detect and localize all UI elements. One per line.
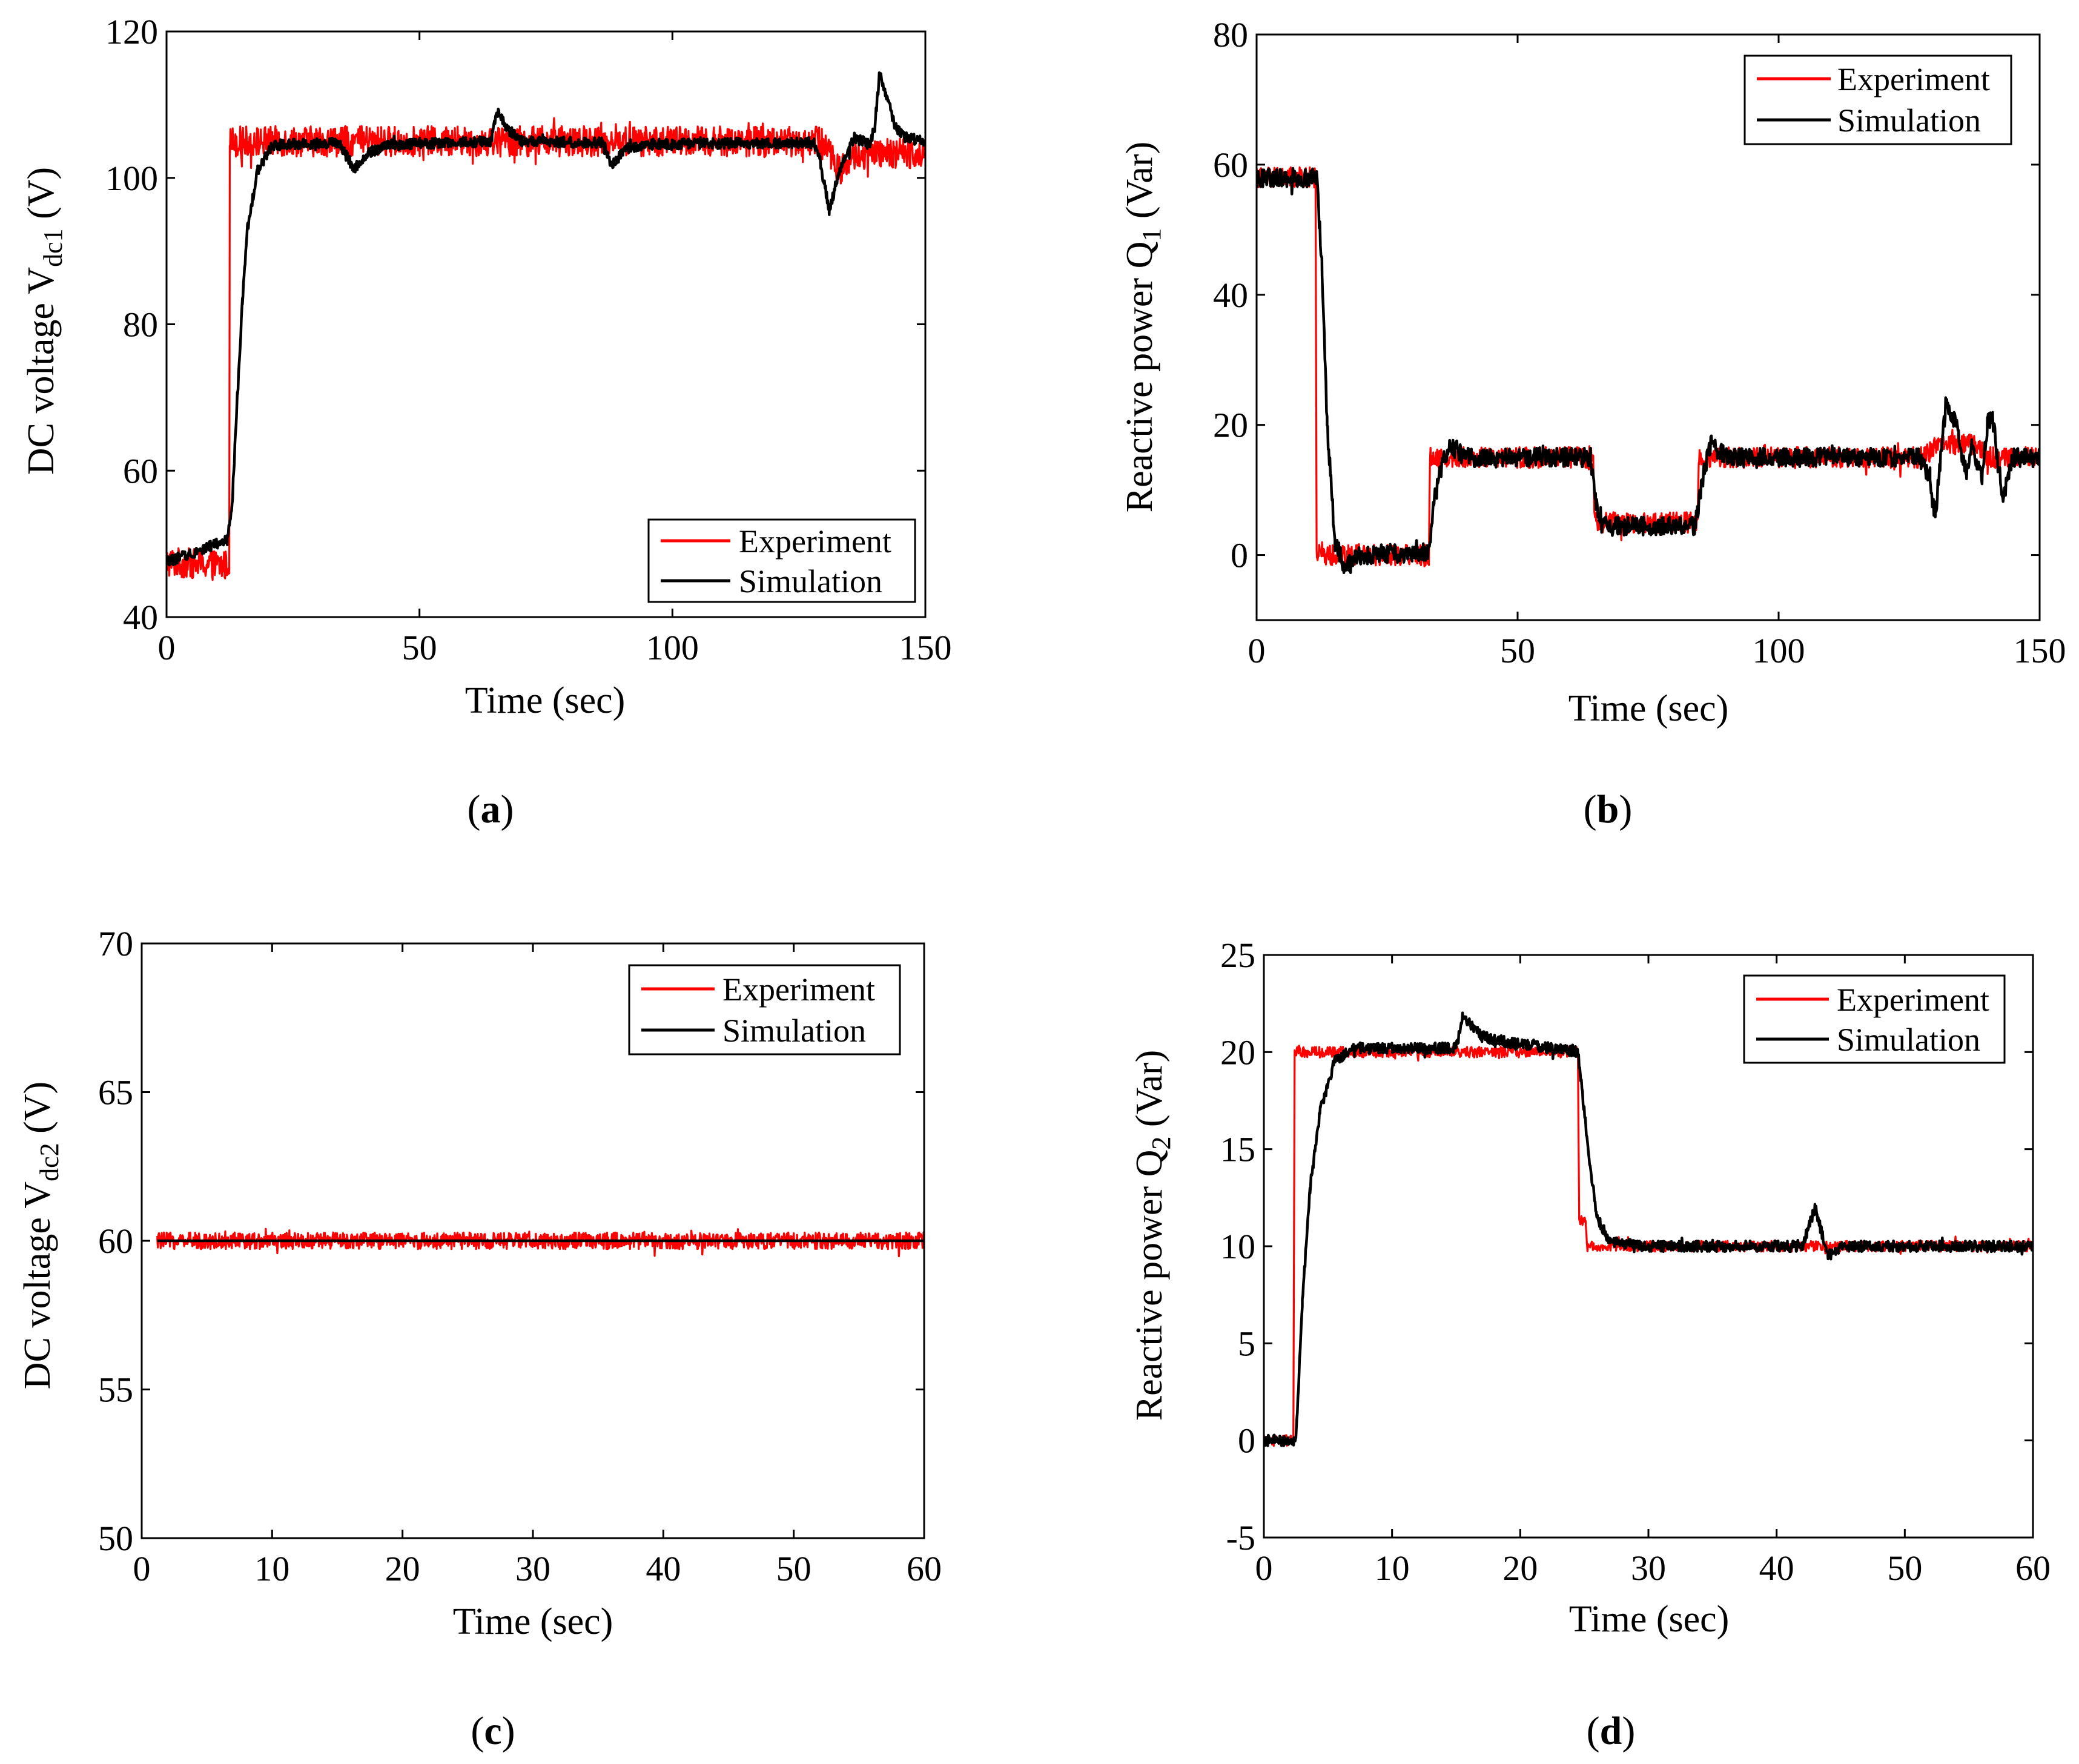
panel-c-xtick-label: 60	[907, 1549, 942, 1588]
panel-b-caption: (b)	[1584, 787, 1633, 831]
panel-a-caption: (a)	[468, 787, 514, 831]
panel-a-xtick-label: 0	[158, 628, 176, 667]
panel-d-ytick-label: 25	[1220, 936, 1255, 975]
panel-c-ytick-label: 55	[98, 1370, 133, 1410]
panel-b-xtick-label: 150	[2014, 631, 2066, 670]
panel-b-legend: Experiment Simulation	[1744, 55, 2012, 145]
panel-c-xlabel: Time (sec)	[453, 1601, 613, 1642]
panel-a-series-group	[167, 71, 925, 581]
panel-c-xtick-label: 40	[646, 1549, 681, 1588]
panel-a-xtick-label: 100	[646, 628, 699, 667]
panel-d-ytick-label: 0	[1238, 1421, 1255, 1461]
panel-d-legend: Experiment Simulation	[1743, 974, 2006, 1064]
panel-b-ytick-label: 40	[1213, 276, 1248, 315]
panel-a-ylabel: DC voltage Vdc1 (V)	[21, 167, 68, 475]
panel-a-ytick-label: 40	[123, 598, 158, 637]
legend-box	[647, 518, 916, 603]
legend-simulation-label: Simulation	[1837, 1022, 1980, 1058]
panel-b-ytick-label: 80	[1213, 15, 1248, 55]
panel-b-xtick-label: 100	[1753, 631, 1805, 670]
legend-simulation-label: Simulation	[722, 1012, 866, 1049]
panel-c-ytick-label: 65	[98, 1073, 133, 1112]
panel-a-ytick-label: 120	[105, 12, 158, 51]
panel-c-caption: (c)	[471, 1709, 515, 1753]
legend-box	[1743, 974, 2006, 1064]
panel-d-ytick-label: 10	[1220, 1227, 1255, 1266]
legend-experiment-label: Experiment	[1837, 982, 1989, 1018]
panel-d-ytick-label: 5	[1238, 1324, 1255, 1363]
panel-b-series-simulation-line	[1257, 167, 2040, 575]
panel-c-series-group	[156, 1227, 924, 1258]
panel-d-ytick-label: 20	[1220, 1032, 1255, 1072]
panel-d-xtick-label: 30	[1631, 1548, 1666, 1588]
panel-a-xtick-label: 150	[899, 628, 952, 667]
panel-a-xtick-label: 50	[402, 628, 437, 667]
panel-a-ytick-label: 60	[123, 451, 158, 491]
panel-c-xtick-label: 0	[133, 1549, 151, 1588]
panel-c-xtick-label: 10	[254, 1549, 289, 1588]
panel-d-xlabel: Time (sec)	[1569, 1599, 1730, 1640]
legend-box	[628, 964, 901, 1055]
panel-b-ytick-label: 60	[1213, 145, 1248, 185]
panel-d-ytick-label: -5	[1226, 1518, 1255, 1558]
panel-c-xtick-label: 30	[515, 1549, 550, 1588]
panel-b-ytick-label: 20	[1213, 406, 1248, 445]
panel-c-xtick-label: 50	[776, 1549, 811, 1588]
panel-a-xlabel: Time (sec)	[465, 680, 626, 721]
legend-experiment-label: Experiment	[739, 523, 891, 560]
panel-d-xtick-label: 10	[1375, 1548, 1410, 1588]
panel-d-series-group	[1264, 1011, 2033, 1447]
panel-b-xtick-label: 0	[1248, 631, 1266, 670]
legend-experiment-label: Experiment	[722, 971, 875, 1008]
panel-a-legend: Experiment Simulation	[647, 518, 916, 603]
panel-c-xtick-label: 20	[385, 1549, 420, 1588]
panel-c-ytick-label: 70	[98, 924, 133, 963]
legend-box	[1744, 55, 2012, 145]
panel-d-xtick-label: 0	[1255, 1548, 1273, 1588]
panel-c-legend: Experiment Simulation	[628, 964, 901, 1055]
panel-d-xtick-label: 40	[1759, 1548, 1794, 1588]
panel-b-series-group	[1257, 166, 2040, 575]
panel-c-ytick-label: 50	[98, 1519, 133, 1558]
panel-b-ylabel: Reactive power Q1 (Var)	[1119, 142, 1166, 512]
legend-simulation-label: Simulation	[739, 563, 882, 600]
panel-c: 0 10 20 30 40 50 60 50 55 60 65 70 Time (sec) DC vo…	[17, 924, 942, 1753]
panel-c-ylabel: DC voltage Vdc2 (V)	[17, 1082, 64, 1389]
panel-d-xtick-label: 50	[1887, 1548, 1922, 1588]
panel-d-xtick-label: 20	[1502, 1548, 1538, 1588]
panel-a: 0 50 100 150 40 60 80 100 120 Time (sec) DC volt…	[21, 12, 952, 831]
panel-b-xtick-label: 50	[1500, 631, 1535, 670]
panel-d-caption: (d)	[1587, 1709, 1636, 1753]
panel-a-ytick-label: 80	[123, 305, 158, 345]
panel-d-xtick-label: 60	[2015, 1548, 2051, 1588]
panel-a-ytick-label: 100	[105, 159, 158, 198]
legend-simulation-label: Simulation	[1837, 102, 1981, 139]
panel-d-ylabel: Reactive power Q2 (Var)	[1129, 1050, 1176, 1421]
panel-d-ytick-label: 15	[1220, 1130, 1255, 1169]
panel-a-series-simulation-line	[167, 71, 925, 567]
legend-experiment-label: Experiment	[1837, 61, 1990, 97]
panel-d-series-simulation-line	[1264, 1011, 2033, 1447]
panel-b-ytick-label: 0	[1231, 536, 1248, 575]
panel-b-xlabel: Time (sec)	[1568, 688, 1729, 729]
panel-c-ytick-label: 60	[98, 1221, 133, 1261]
panel-b: 0 50 100 150 0 20 40 60 80 Time (sec) Reactive p…	[1119, 15, 2066, 831]
panel-b-axes-box	[1255, 33, 2041, 621]
